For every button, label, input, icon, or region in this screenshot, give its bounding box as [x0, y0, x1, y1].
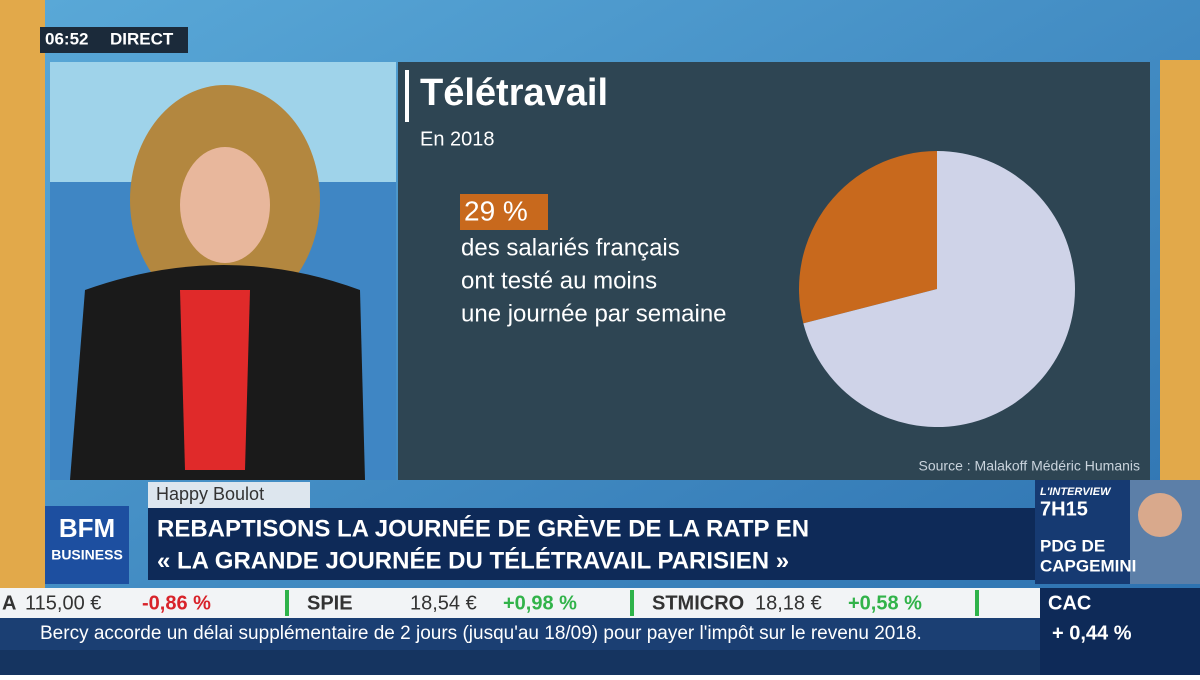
separator [630, 590, 634, 616]
studio-right [1160, 60, 1200, 480]
value-label-box [460, 194, 548, 230]
caption: des salariés français [461, 234, 680, 261]
show-name: Happy Boulot [156, 484, 264, 504]
crawl: Bercy accorde un délai supplémentaire de… [40, 623, 922, 644]
footer-bar [0, 650, 1040, 675]
separator [285, 590, 289, 616]
show-tag [148, 482, 310, 508]
logo-text: BFM [59, 513, 115, 543]
stock-change: -0,86 % [142, 592, 211, 614]
pie-slice [799, 151, 937, 324]
index-name: CAC [1048, 592, 1091, 614]
value-label: 29 % [464, 195, 528, 226]
index-change: + 0,44 % [1052, 622, 1132, 644]
clock-box [40, 27, 188, 53]
index-box [1040, 588, 1200, 675]
separator [975, 590, 979, 616]
studio-left [0, 0, 45, 600]
interview-time: 7H15 [1040, 498, 1088, 520]
headline: « LA GRANDE JOURNÉE DU TÉLÉTRAVAIL PARIS… [157, 546, 789, 574]
presenter-face [180, 147, 270, 263]
title-bar [405, 70, 409, 122]
logo [45, 506, 129, 584]
crawl-bar [0, 618, 1040, 650]
stock-price: 115,00 € [25, 592, 101, 614]
chart-subtitle: En 2018 [420, 128, 495, 150]
guest: CAPGEMINI [1040, 556, 1136, 575]
guest: PDG DE [1040, 536, 1105, 555]
headline-bar [148, 508, 1035, 580]
stock-name: STMICRO [652, 592, 744, 614]
stock-ticker [0, 588, 1040, 618]
stock-change: +0,98 % [503, 592, 577, 614]
interview-label: L'INTERVIEW [1040, 486, 1112, 498]
caption: une journée par semaine [461, 300, 727, 327]
presenter-shirt [180, 290, 250, 470]
stocks: A 115,00 € -0,86 % SPIE 18,54 € +0,98 % STMICR… [2, 590, 979, 616]
stock-name: SPIE [307, 592, 353, 614]
source: Source : Malakoff Médéric Humanis [919, 458, 1141, 474]
stock-price: 18,18 € [755, 592, 822, 614]
logo-text: BUSINESS [51, 547, 123, 563]
stock-price: 18,54 € [410, 592, 477, 614]
stock-name: A [2, 592, 16, 614]
chart-title: Télétravail [420, 72, 608, 114]
caption: ont testé au moins [461, 267, 657, 294]
pie-slice [803, 151, 1075, 427]
guest-face [1138, 493, 1182, 537]
pie [799, 151, 1075, 427]
clock: 06:52 [45, 29, 88, 48]
live-label: DIRECT [110, 29, 174, 48]
stock-change: +0,58 % [848, 592, 922, 614]
headline: REBAPTISONS LA JOURNÉE DE GRÈVE DE LA RA… [157, 514, 809, 542]
